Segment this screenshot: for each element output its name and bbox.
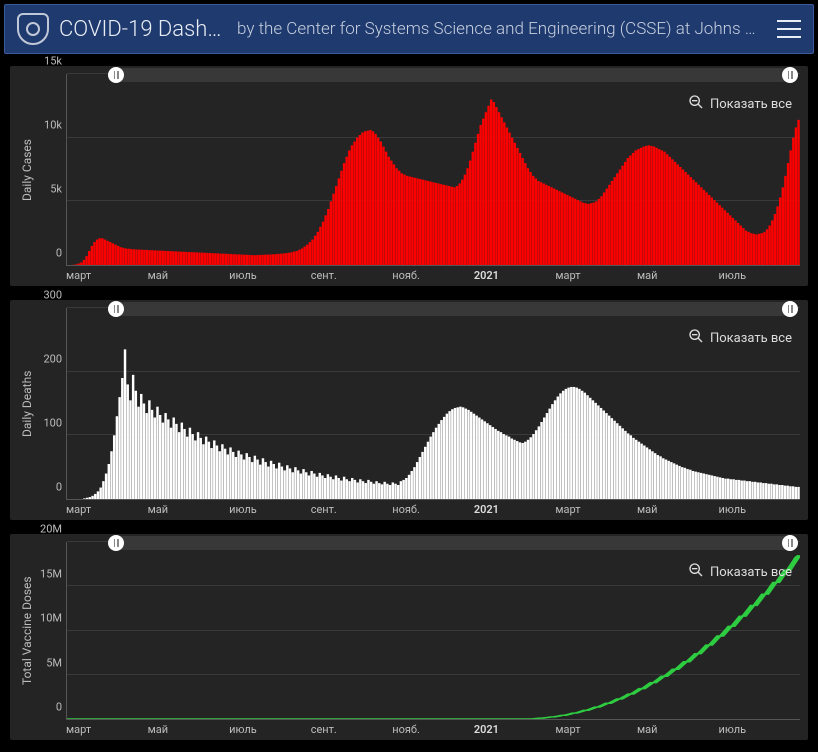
x-tick: май bbox=[148, 723, 230, 736]
y-tick: 10M bbox=[40, 612, 62, 625]
show-all-label: Показать все bbox=[710, 97, 792, 112]
time-slider-vaccine[interactable] bbox=[110, 536, 796, 550]
app-title: COVID-19 Dashboard bbox=[59, 17, 229, 42]
app-subtitle: by the Center for Systems Science and En… bbox=[237, 19, 767, 39]
chart-panel-cases: Показать всеDaily Cases05k10k15kмартмайи… bbox=[10, 66, 808, 286]
y-axis-label: Daily Deaths bbox=[18, 308, 34, 500]
x-tick: март bbox=[555, 503, 637, 516]
y-tick: 0 bbox=[56, 247, 62, 260]
menu-icon[interactable] bbox=[777, 20, 801, 38]
x-tick: сент. bbox=[311, 503, 393, 516]
x-tick: июль bbox=[229, 269, 311, 282]
x-tick: июль bbox=[719, 269, 801, 282]
y-tick: 5M bbox=[46, 656, 62, 669]
x-tick: 2021 bbox=[474, 723, 556, 736]
y-tick: 15M bbox=[40, 567, 62, 580]
show-all-label: Показать все bbox=[710, 331, 792, 346]
y-tick: 300 bbox=[43, 289, 62, 302]
chart-panel-deaths: Показать всеDaily Deaths0100200300мартма… bbox=[10, 300, 808, 520]
x-tick: нояб. bbox=[392, 503, 474, 516]
x-axis: мартмайиюльсент.нояб.2021мартмайиюль bbox=[66, 720, 800, 736]
x-tick: март bbox=[66, 269, 148, 282]
x-tick: май bbox=[637, 723, 719, 736]
slider-handle-right[interactable] bbox=[782, 535, 798, 551]
x-tick: нояб. bbox=[392, 723, 474, 736]
show-all-label: Показать все bbox=[710, 565, 792, 580]
slider-handle-right[interactable] bbox=[782, 67, 798, 83]
slider-handle-left[interactable] bbox=[108, 67, 124, 83]
chart-panel-vaccine: Показать все Total Vaccine Doses 0 5M 10M 15M… bbox=[10, 534, 808, 740]
x-tick: май bbox=[148, 503, 230, 516]
y-tick: 100 bbox=[43, 417, 62, 430]
zoom-out-icon bbox=[688, 328, 704, 348]
x-tick: март bbox=[66, 503, 148, 516]
x-tick: июль bbox=[719, 723, 801, 736]
x-tick: июль bbox=[719, 503, 801, 516]
y-axis: 05k10k15k bbox=[34, 74, 66, 266]
show-all-button-deaths[interactable]: Показать все bbox=[688, 328, 792, 348]
app-header: COVID-19 Dashboard by the Center for Sys… bbox=[4, 4, 814, 54]
y-tick: 20M bbox=[40, 523, 62, 536]
x-tick: 2021 bbox=[474, 269, 556, 282]
y-axis-label: Daily Cases bbox=[18, 74, 34, 266]
x-tick: май bbox=[148, 269, 230, 282]
x-tick: март bbox=[555, 723, 637, 736]
y-tick: 0 bbox=[56, 701, 62, 714]
y-tick: 200 bbox=[43, 353, 62, 366]
x-tick: май bbox=[637, 503, 719, 516]
y-tick: 15k bbox=[44, 55, 62, 68]
logo-icon bbox=[17, 13, 49, 45]
slider-handle-right[interactable] bbox=[782, 301, 798, 317]
y-tick: 5k bbox=[50, 183, 62, 196]
x-tick: нояб. bbox=[392, 269, 474, 282]
x-tick: 2021 bbox=[474, 503, 556, 516]
x-tick: сент. bbox=[311, 269, 393, 282]
x-tick: июль bbox=[229, 723, 311, 736]
time-slider-deaths[interactable] bbox=[110, 302, 796, 316]
show-all-button-vaccine[interactable]: Показать все bbox=[688, 562, 792, 582]
zoom-out-icon bbox=[688, 562, 704, 582]
x-axis: мартмайиюльсент.нояб.2021мартмайиюль bbox=[66, 500, 800, 516]
x-tick: июль bbox=[229, 503, 311, 516]
y-tick: 10k bbox=[44, 119, 62, 132]
x-tick: май bbox=[637, 269, 719, 282]
x-axis: мартмайиюльсент.нояб.2021мартмайиюль bbox=[66, 266, 800, 282]
x-tick: март bbox=[555, 269, 637, 282]
y-axis: 0100200300 bbox=[34, 308, 66, 500]
x-tick: март bbox=[66, 723, 148, 736]
zoom-out-icon bbox=[688, 94, 704, 114]
show-all-button-cases[interactable]: Показать все bbox=[688, 94, 792, 114]
slider-handle-left[interactable] bbox=[108, 535, 124, 551]
y-axis: 05M10M15M20M bbox=[34, 542, 66, 720]
y-axis-label: Total Vaccine Doses bbox=[18, 542, 34, 720]
slider-handle-left[interactable] bbox=[108, 301, 124, 317]
time-slider-cases[interactable] bbox=[110, 68, 796, 82]
y-tick: 0 bbox=[56, 481, 62, 494]
x-tick: сент. bbox=[311, 723, 393, 736]
